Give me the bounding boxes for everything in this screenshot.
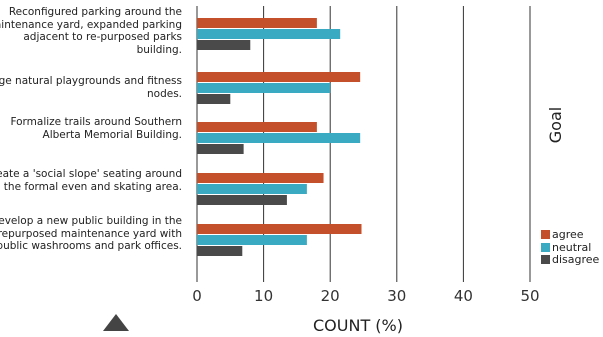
category-label: Formalize trails around Southern Alberta… [10, 116, 182, 141]
x-tick-label: 30 [387, 287, 406, 305]
bar-disagree [197, 144, 244, 154]
bar-disagree [197, 94, 231, 104]
x-tick-label: 50 [520, 287, 539, 305]
x-tick-label: 10 [254, 287, 273, 305]
category-label: Large natural playgrounds and fitness no… [0, 75, 182, 100]
bars [197, 18, 362, 256]
bar-disagree [197, 195, 287, 205]
bar-agree [197, 18, 317, 28]
bar-agree [197, 72, 361, 82]
x-tick-label: 40 [454, 287, 473, 305]
x-tick-labels: 0 10 20 30 40 50 [192, 287, 539, 305]
legend-swatch-disagree [541, 255, 550, 264]
bar-neutral [197, 83, 331, 93]
x-axis-title: COUNT (%) [313, 316, 403, 335]
bar-neutral [197, 29, 341, 39]
category-label: Create a 'social slope' seating around t… [0, 168, 182, 193]
bar-disagree [197, 40, 251, 50]
bar-neutral [197, 133, 361, 143]
bar-neutral [197, 235, 307, 245]
bar-neutral [197, 184, 307, 194]
gridlines [196, 6, 531, 282]
x-tick-label: 0 [192, 287, 202, 305]
bar-agree [197, 122, 317, 132]
x-tick-label: 20 [321, 287, 340, 305]
legend-label-disagree: disagree [552, 253, 600, 266]
legend-label-agree: agree [552, 228, 584, 241]
triangle-marker-icon [103, 314, 129, 331]
legend-swatch-neutral [541, 243, 550, 252]
legend-swatch-agree [541, 230, 550, 239]
category-label: Develop a new public building in the rep… [0, 215, 182, 252]
bar-agree [197, 173, 324, 183]
y-axis-title: Goal [546, 107, 565, 143]
legend-label-neutral: neutral [552, 241, 591, 254]
bar-agree [197, 224, 362, 234]
category-label: Reconfigured parking around the maintena… [0, 6, 182, 56]
bar-disagree [197, 246, 243, 256]
